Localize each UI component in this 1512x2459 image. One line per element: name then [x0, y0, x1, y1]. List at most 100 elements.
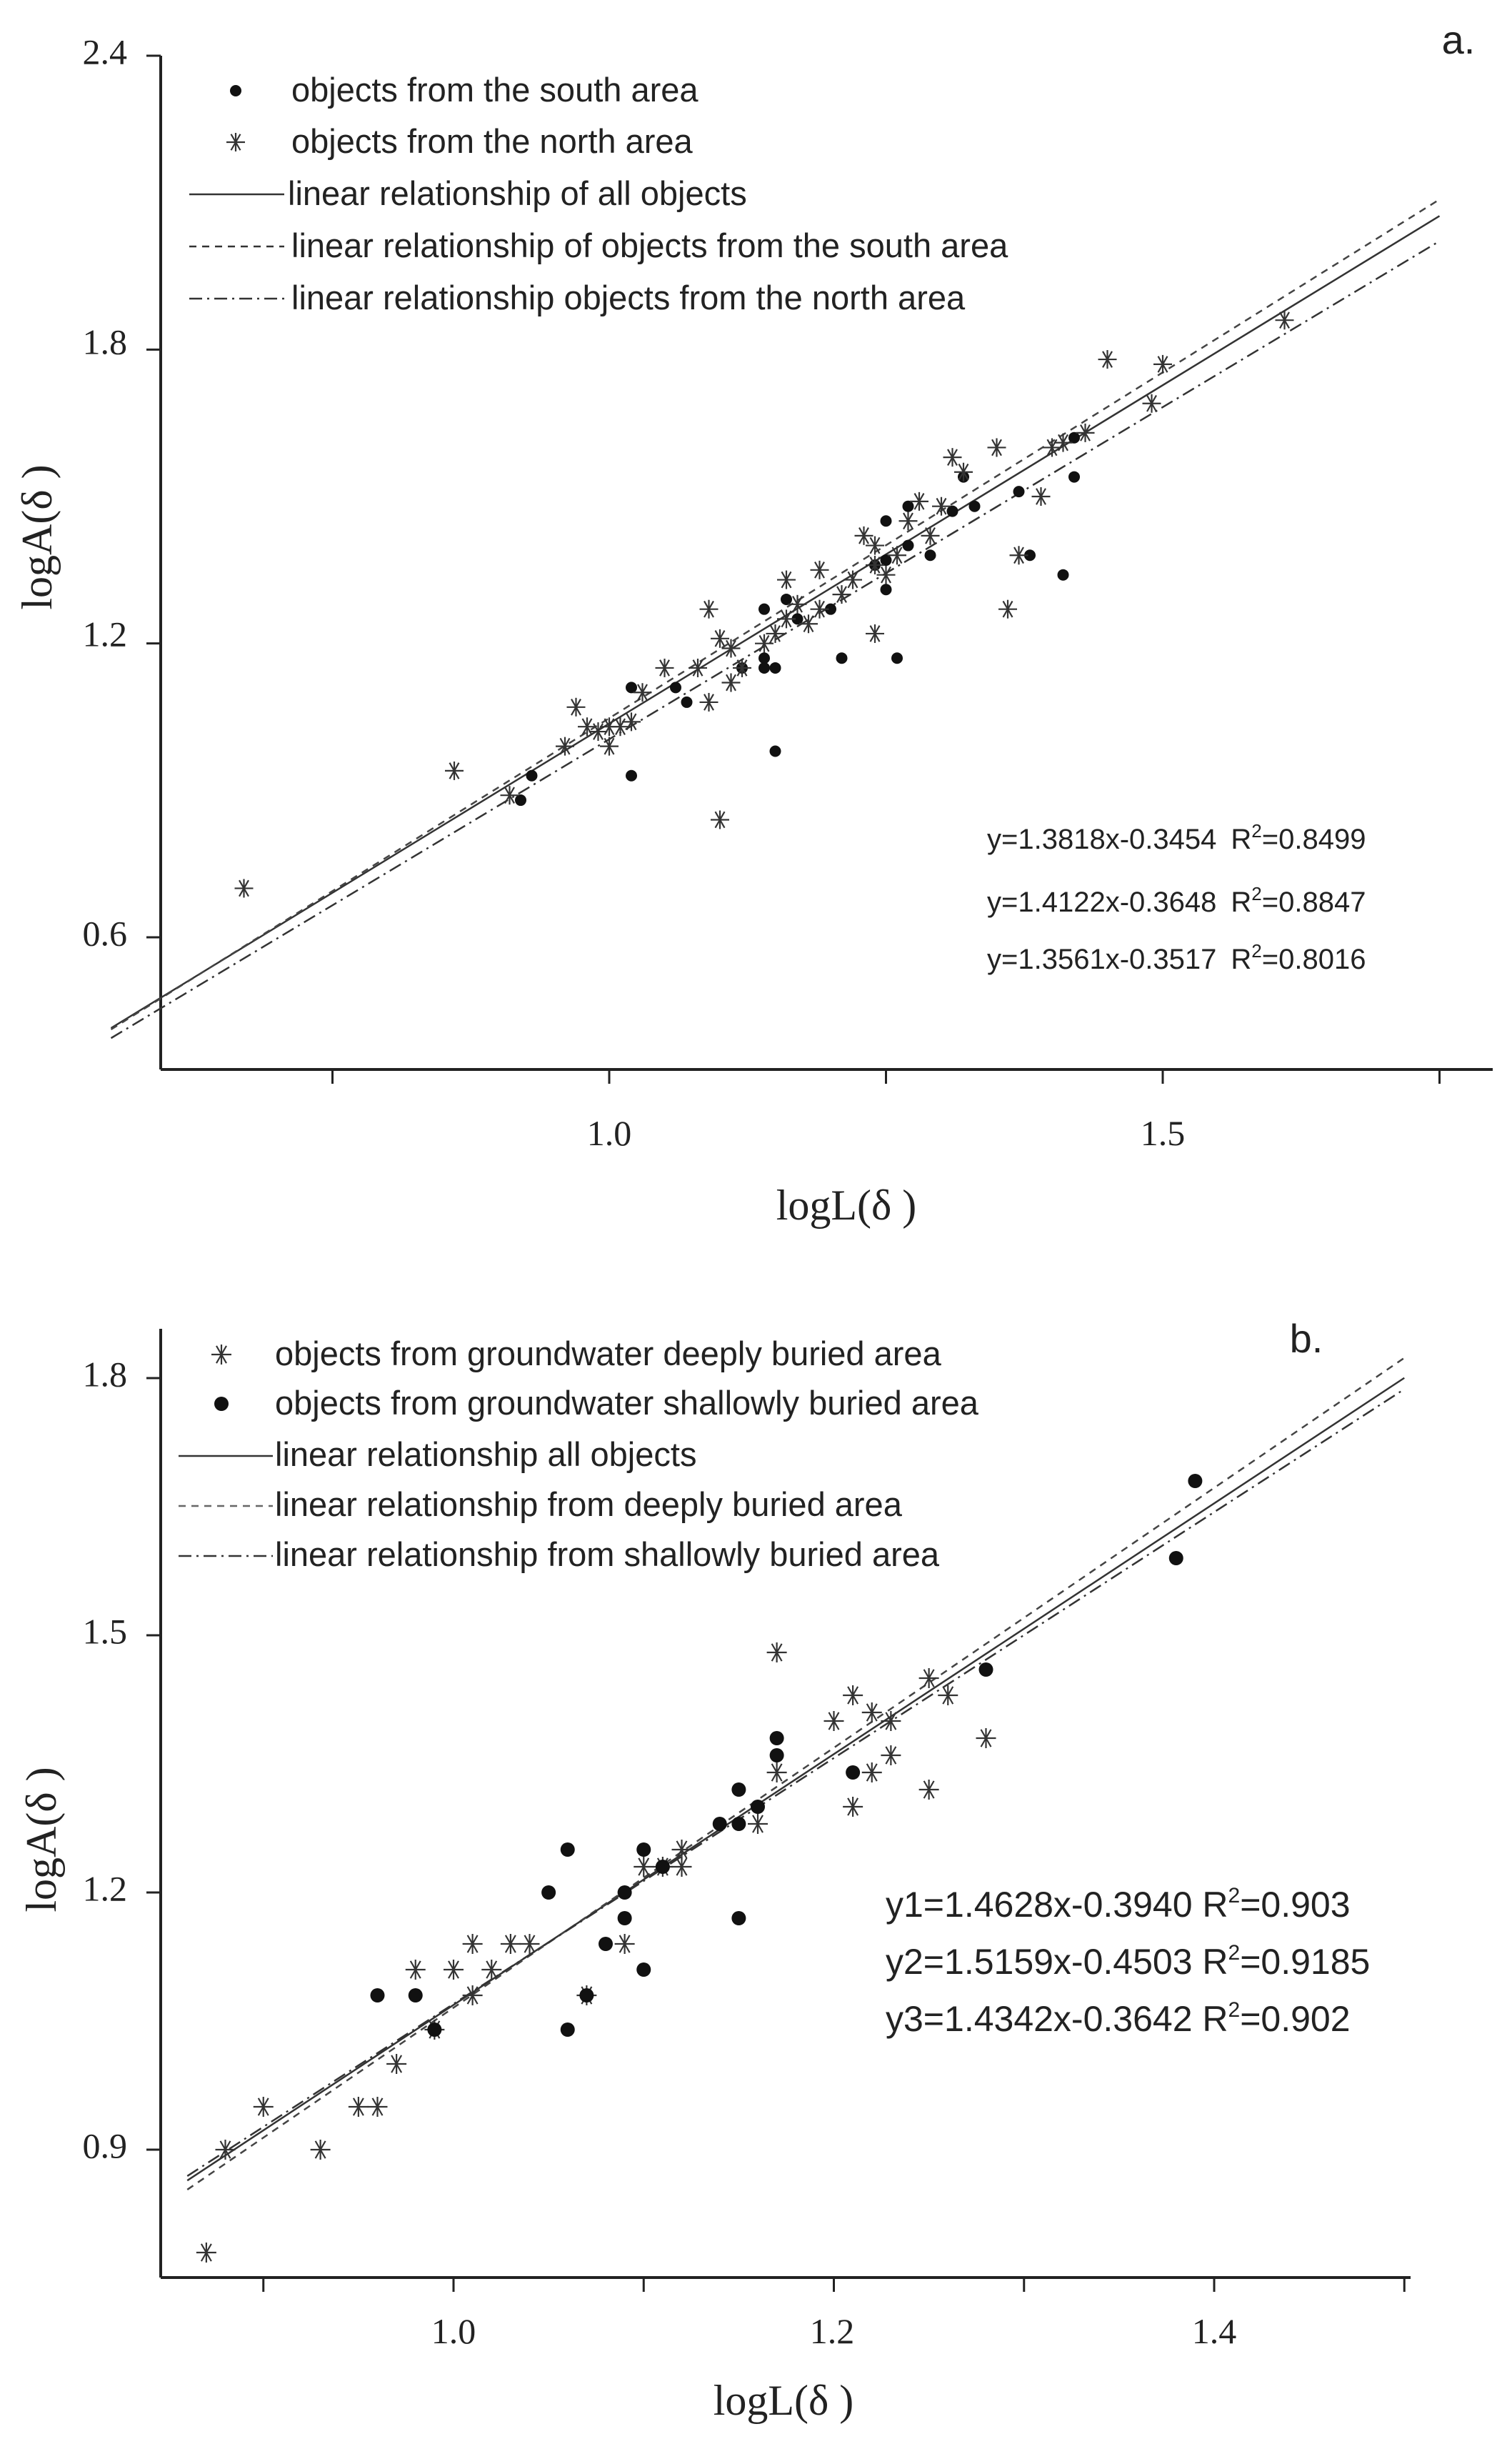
chart-a-point-star — [566, 697, 586, 717]
chart-a-point-dot — [924, 549, 936, 562]
chart-b-point-dot — [846, 1765, 861, 1780]
chart-b-point-star — [671, 1840, 692, 1860]
chart-b-y-tick-label: 1.5 — [83, 1611, 128, 1651]
chart-b-point-star — [766, 1762, 787, 1782]
chart-b-point-dot — [617, 1911, 632, 1925]
chart-b-y-tick-label: 1.2 — [83, 1868, 128, 1908]
legend-a-label-fit-north: linear relationship objects from the nor… — [291, 279, 966, 316]
chart-a-point-star — [943, 448, 962, 467]
chart-b-point-dot — [712, 1817, 727, 1831]
chart-a-point-dot — [670, 682, 681, 694]
chart-b-point-star — [823, 1711, 844, 1731]
chart-b-fit-line-dashed — [186, 1357, 1405, 2190]
legend-b-marker-symbol — [211, 1345, 231, 1365]
chart-b-annotations: y1=1.4628x-0.3940 R2=0.903 y2=1.5159x-0.… — [886, 1884, 1370, 2039]
chart-a-point-star — [987, 438, 1006, 457]
chart-a-y-tick-label: 0.6 — [83, 913, 128, 953]
chart-b-point-star — [881, 1711, 901, 1731]
chart-a-point-dot — [1024, 549, 1036, 562]
chart-b-point-dot — [599, 1937, 613, 1951]
chart-b-point-dot — [769, 1731, 784, 1745]
chart-a-point-dot — [791, 613, 803, 625]
chart-b-x-tick-label: 1.0 — [431, 2311, 476, 2351]
chart-a-point-dot — [880, 515, 892, 527]
chart-b-point-star — [367, 2097, 388, 2117]
chart-a-point-star — [954, 462, 973, 482]
chart-a-x-axis-label: logL(δ ) — [776, 1182, 917, 1229]
chart-b-point-dot — [655, 1860, 670, 1874]
chart-a-point-dot — [769, 745, 781, 757]
chart-a-fit-line-dashdot — [110, 240, 1441, 1039]
chart-b-point-dot — [427, 2022, 442, 2037]
chart-a-point-dot — [681, 696, 693, 708]
chart-a-fit-line-solid — [110, 215, 1441, 1029]
legend-b-label-fit-shallow: linear relationship from shallowly burie… — [275, 1535, 940, 1573]
chart-b-point-star — [861, 1702, 882, 1722]
chart-b-point-dot — [560, 2022, 575, 2037]
chart-a-x-tick-label: 1.0 — [587, 1113, 632, 1153]
legend-a-label-fit-south: linear relationship of objects from the … — [291, 226, 1008, 264]
legend-a-marker-symbol — [226, 133, 245, 151]
chart-b-point-dot — [370, 1988, 385, 2002]
chart-b-point-star — [843, 1685, 863, 1705]
legend-a-label-south: objects from the south area — [291, 71, 699, 109]
legend-b-label-all: linear relationship all objects — [275, 1435, 696, 1473]
legend-a-label-north: objects from the north area — [291, 122, 694, 160]
chart-b-tick-labels: 1.0 1.2 1.4 0.9 1.2 1.5 1.8 — [83, 1354, 1237, 2351]
chart-a-point-star — [600, 737, 619, 756]
chart-a-point-dot — [758, 603, 770, 615]
chart-a-point-star — [777, 609, 796, 629]
chart-b-point-dot — [769, 1748, 784, 1762]
chart-a-point-star — [766, 624, 785, 643]
chart-a-point-dot — [1013, 486, 1025, 498]
chart-b-axes — [159, 1329, 1411, 2279]
chart-a-point-star — [711, 810, 729, 829]
chart-b-point-star — [462, 1985, 483, 2005]
chart-a-point-dot — [968, 500, 981, 512]
chart-b-point-star — [918, 1668, 939, 1688]
chart-a-point-star — [810, 599, 829, 619]
chart-a-point-dot — [781, 593, 792, 605]
chart-a-y-axis-label: logA(δ ) — [14, 464, 61, 609]
chart-a-point-dot — [515, 794, 526, 807]
chart-a-point-star — [843, 570, 862, 589]
chart-b-point-dot — [636, 1962, 651, 1977]
chart-a-point-star — [1153, 354, 1172, 374]
chart-b-point-dot — [1168, 1551, 1183, 1565]
chart-b-point-star — [310, 2140, 331, 2160]
chart-a-point-star — [1142, 394, 1161, 413]
chart-b-equation: y2=1.5159x-0.4503 R2=0.9185 — [886, 1941, 1370, 1982]
chart-b-equation: y1=1.4628x-0.3940 R2=0.903 — [886, 1884, 1351, 1925]
chart-a-point-dot — [836, 652, 848, 664]
legend-a-marker-south — [230, 85, 241, 96]
legend-b-label-shallow: objects from groundwater shallowly burie… — [275, 1384, 979, 1422]
chart-b-point-star — [918, 1780, 939, 1800]
chart-b-point-dot — [408, 1988, 423, 2002]
chart-a-point-dot — [1068, 432, 1080, 444]
chart-b-point-star — [462, 1934, 483, 1954]
chart-a-point-star — [854, 526, 873, 545]
chart-a-point-dot — [769, 662, 781, 674]
chart-a-point-dot — [1057, 569, 1069, 581]
chart-a-point-star — [898, 512, 918, 531]
chart-b-equation: y3=1.4342x-0.3642 R2=0.902 — [886, 1998, 1351, 2039]
chart-a-point-star — [1076, 423, 1095, 442]
chart-a-point-dot — [902, 500, 914, 512]
chart-b-fit-line-solid — [186, 1377, 1405, 2182]
chart-a-point-star — [711, 629, 729, 648]
legend-a-marker-north — [226, 133, 245, 151]
chart-a-panel-label: a. — [1442, 17, 1476, 62]
chart-b-point-star — [671, 1857, 692, 1877]
legend-b-label-deep: objects from groundwater deeply buried a… — [275, 1335, 942, 1372]
chart-b-y-axis-label: logA(δ ) — [18, 1767, 65, 1912]
chart-a-tick-labels: 1.0 1.5 0.6 1.2 1.8 2.4 — [83, 31, 1186, 1153]
chart-a-point-star — [1031, 487, 1051, 506]
chart-a-x-tick-label: 1.5 — [1141, 1113, 1186, 1153]
chart-panel-a: 1.0 1.5 0.6 1.2 1.8 2.4 logL(δ ) logA(δ … — [14, 17, 1493, 1229]
chart-a-equation: y=1.3561x-0.3517 R2=0.8016 — [987, 940, 1366, 975]
chart-a-point-star — [810, 560, 829, 579]
chart-b-fit-line-dashdot — [186, 1388, 1405, 2177]
chart-a-point-star — [910, 492, 928, 511]
